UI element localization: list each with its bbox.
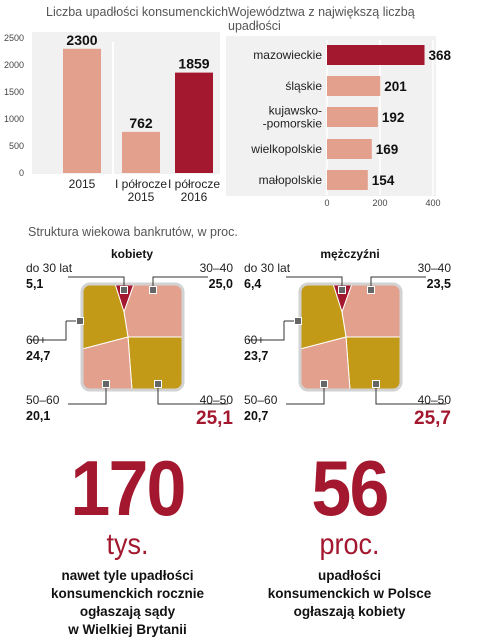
age-label-40-50: 40–50 xyxy=(200,393,234,407)
age-chart-men: mężczyźni do 30 lat 6,4 30–40 23,5 60+ 23,7 50–… xyxy=(244,247,451,429)
age-leader-line xyxy=(157,384,228,405)
hbar-chart-category-label: kujawsko--pomorskie xyxy=(263,104,323,131)
hbar-chart-bar xyxy=(327,170,368,190)
age-label-under-30: do 30 lat xyxy=(244,261,291,275)
bar-chart-y-tick: 1000 xyxy=(4,114,24,124)
age-chart-frame xyxy=(80,282,185,392)
age-marker xyxy=(154,380,162,388)
bar-chart-y-tick: 2500 xyxy=(4,33,24,43)
bar-chart-bar xyxy=(63,48,101,173)
hbar-chart-category-label: śląskie xyxy=(285,79,322,93)
age-leader-line xyxy=(370,276,426,290)
age-value-30-40: 23,5 xyxy=(427,277,451,291)
hbar-chart-x-tick: 200 xyxy=(372,198,387,208)
age-segment-60-plus xyxy=(300,284,347,350)
age-segment-60-plus xyxy=(82,284,129,350)
hbar-chart-bar xyxy=(327,107,378,127)
bar-chart-category-label: I półrocze 2015 xyxy=(115,177,167,204)
age-value-60-plus: 24,7 xyxy=(26,349,50,363)
age-leader-line xyxy=(375,384,446,405)
hbar-chart-bar xyxy=(327,76,381,96)
age-chart-group-name: kobiety xyxy=(111,247,153,261)
age-leader-line xyxy=(30,321,67,341)
age-label-30-40: 30–40 xyxy=(418,261,452,275)
hbar-chart-value-label: 169 xyxy=(376,142,399,157)
age-leader-line xyxy=(152,276,208,290)
age-chart-frame xyxy=(298,282,403,392)
stat-women: 56 proc. xyxy=(262,448,437,562)
bar-chart-title: Liczba upadłości konsumenckich xyxy=(46,5,228,19)
age-value-50-60: 20,1 xyxy=(26,409,50,423)
age-marker xyxy=(120,286,128,294)
stat-uk: 170 tys. xyxy=(40,448,215,562)
age-chart-group-name: mężczyźni xyxy=(320,247,379,261)
stat-uk-description: nawet tyle upadłości konsumenckich roczn… xyxy=(50,568,205,637)
age-value-40-50: 25,7 xyxy=(414,408,451,429)
bar-chart-y-tick: 1500 xyxy=(4,87,24,97)
age-label-60-plus: 60+ xyxy=(244,333,264,347)
bar-chart-bars: 2300 2015 762 I półrocze 2015 1859 I półrocze 2… xyxy=(63,32,220,204)
hbar-chart-bar xyxy=(327,139,372,159)
age-marker xyxy=(294,317,302,325)
age-value-under-30: 6,4 xyxy=(244,277,261,291)
bar-chart-category-label: 2015 xyxy=(69,177,96,191)
stat-women-unit: proc. xyxy=(319,528,380,561)
hbar-chart-title: Województwa z największą liczbą upadłości xyxy=(228,5,415,33)
age-value-40-50: 25,1 xyxy=(196,408,233,429)
age-leader-line xyxy=(248,321,285,341)
age-chart-women: kobiety do 30 lat 5,1 30–40 25,0 60+ 24,7 50–60… xyxy=(26,247,233,429)
stat-women-description: upadłości konsumenckich w Polsce ogłasza… xyxy=(267,568,432,619)
bar-chart-value-label: 2300 xyxy=(66,32,97,48)
age-value-50-60: 20,7 xyxy=(244,409,268,423)
age-label-60-plus: 60+ xyxy=(26,333,46,347)
bar-chart-bar xyxy=(175,72,213,173)
hbar-chart-value-label: 192 xyxy=(382,110,405,125)
hbar-chart-category-label: mazowieckie xyxy=(253,48,322,62)
hbar-chart-value-label: 368 xyxy=(429,48,452,63)
age-marker xyxy=(102,380,110,388)
bar-chart-y-tick: 0 xyxy=(19,168,24,178)
stat-uk-number: 170 xyxy=(70,444,186,532)
hbar-chart-x-tick: 0 xyxy=(324,198,329,208)
age-structure-title: Struktura wiekowa bankrutów, w proc. xyxy=(28,225,238,239)
age-leader-line xyxy=(286,384,325,405)
age-label-under-30: do 30 lat xyxy=(26,261,73,275)
hbar-chart-category-label: wielkopolskie xyxy=(250,142,322,156)
age-marker xyxy=(76,317,84,325)
age-marker xyxy=(367,286,375,294)
age-leader-line xyxy=(286,276,343,290)
age-value-under-30: 5,1 xyxy=(26,277,43,291)
age-value-60-plus: 23,7 xyxy=(244,349,268,363)
hbar-chart-value-label: 201 xyxy=(384,79,407,94)
bar-chart-y-axis: 0 500 1000 1500 2000 2500 xyxy=(4,33,24,178)
hbar-chart-bars: 368 mazowieckie 201 śląskie 192 kujawsko--pom… xyxy=(250,45,452,190)
hbar-chart-title-text: Województwa z największą liczbą upadłości xyxy=(228,5,415,33)
age-leader-line xyxy=(68,384,107,405)
bar-chart-value-label: 762 xyxy=(129,115,153,131)
age-label-30-40: 30–40 xyxy=(200,261,234,275)
hbar-chart-bar xyxy=(327,45,425,65)
bar-chart-y-tick: 2000 xyxy=(4,60,24,70)
age-value-30-40: 25,0 xyxy=(209,277,233,291)
stat-uk-unit: tys. xyxy=(106,528,149,561)
stat-women-number: 56 xyxy=(311,444,389,532)
hbar-chart-category-label: małopolskie xyxy=(259,173,323,187)
age-marker xyxy=(149,286,157,294)
hbar-chart-x-tick: 400 xyxy=(425,198,440,208)
age-label-40-50: 40–50 xyxy=(418,393,452,407)
age-structure-charts: kobiety do 30 lat 5,1 30–40 25,0 60+ 24,7 50–60… xyxy=(26,247,451,429)
bar-chart-bar xyxy=(122,131,160,173)
age-leader-line xyxy=(68,276,125,290)
age-marker xyxy=(372,380,380,388)
age-label-50-60: 50–60 xyxy=(26,393,60,407)
bar-chart-value-label: 1859 xyxy=(178,56,209,72)
bar-chart-y-tick: 500 xyxy=(9,141,24,151)
age-marker xyxy=(320,380,328,388)
bar-chart-category-label: I półrocze 2016 xyxy=(168,177,220,204)
age-label-50-60: 50–60 xyxy=(244,393,278,407)
age-marker xyxy=(338,286,346,294)
hbar-chart-value-label: 154 xyxy=(372,173,395,188)
